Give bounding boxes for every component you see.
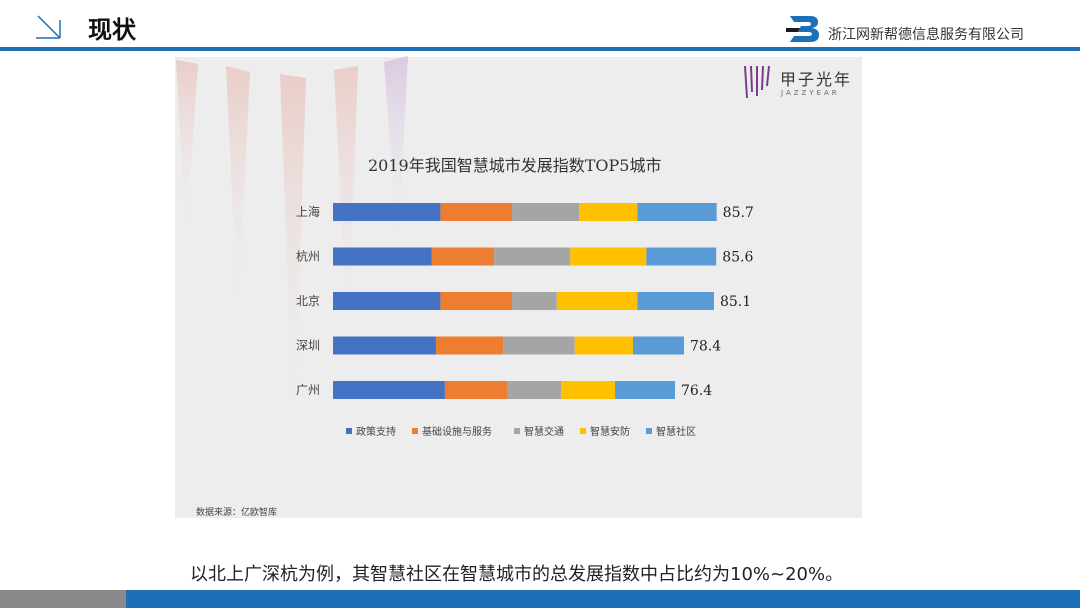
brand-logo-icon (744, 65, 770, 99)
total-data-label: 85.6 (722, 250, 753, 266)
bar-segment (574, 336, 633, 355)
caption-text: 以北上广深杭为例，其智慧社区在智慧城市的总发展指数中占比约为10%~20%。 (190, 564, 844, 585)
bar-segment (333, 336, 436, 355)
bar-segment (512, 203, 580, 221)
bar-segment (556, 292, 638, 310)
bar-segment (333, 247, 432, 266)
bar-segment (579, 203, 638, 221)
total-data-label: 78.4 (690, 339, 721, 355)
bar-segment (507, 381, 562, 399)
bar-segment (632, 336, 684, 355)
legend-label: 政策支持 (356, 425, 396, 438)
bar-segment (444, 381, 508, 399)
category-label: 北京 (296, 294, 320, 308)
category-label: 深圳 (296, 339, 320, 353)
bar-segment (494, 247, 571, 266)
bar-segment (570, 247, 647, 266)
header-divider (0, 47, 1080, 51)
company-logo-icon (786, 16, 819, 42)
bar-segment (440, 292, 513, 310)
decor-stripe (226, 66, 250, 320)
decor-stripe (384, 56, 408, 250)
total-data-label: 85.7 (723, 205, 754, 221)
bar-segment (435, 336, 504, 355)
decor-stripe (280, 74, 306, 440)
category-label: 上海 (296, 204, 320, 219)
legend-label: 智慧交通 (524, 425, 564, 438)
bar-segment (333, 292, 441, 310)
page-title: 现状 (88, 16, 136, 44)
legend-label: 智慧社区 (656, 425, 696, 438)
legend-swatch (514, 428, 520, 434)
company-name: 浙江网新帮德信息服务有限公司 (828, 27, 1024, 43)
legend-label: 智慧安防 (590, 425, 630, 438)
bar-segment (333, 203, 441, 221)
bar-segment (512, 292, 557, 310)
data-source: 数据来源：亿欧智库 (196, 508, 278, 518)
legend-swatch (646, 428, 652, 434)
chart-title: 2019年我国智慧城市发展指数TOP5城市 (368, 156, 662, 175)
bar-segment (637, 203, 717, 221)
bar-segment (440, 203, 513, 221)
bar-segment (561, 381, 616, 399)
bar-segment (615, 381, 676, 399)
footer-bar-blue (126, 590, 1080, 608)
legend-swatch (346, 428, 352, 434)
footer-bar-gray (0, 590, 126, 608)
bar-segment (333, 381, 445, 399)
bar-segment (503, 336, 575, 355)
category-label: 杭州 (296, 249, 320, 264)
header-bar: 现状 浙江网新帮德信息服务有限公司 (0, 0, 1080, 51)
category-label: 广州 (296, 383, 320, 397)
bar-segment (431, 247, 495, 266)
brand-name: 甲子光年 (780, 70, 853, 89)
legend-label: 基础设施与服务 (422, 425, 492, 438)
bar-segment (646, 247, 717, 266)
legend-swatch (580, 428, 586, 434)
brand-subtitle: JAZZYEAR (781, 89, 840, 97)
decor-stripe (176, 60, 198, 240)
bar-segment (637, 292, 714, 310)
total-data-label: 85.1 (720, 294, 751, 310)
total-data-label: 76.4 (681, 383, 712, 399)
arrow-corner-icon (36, 15, 61, 39)
legend-swatch (412, 428, 418, 434)
